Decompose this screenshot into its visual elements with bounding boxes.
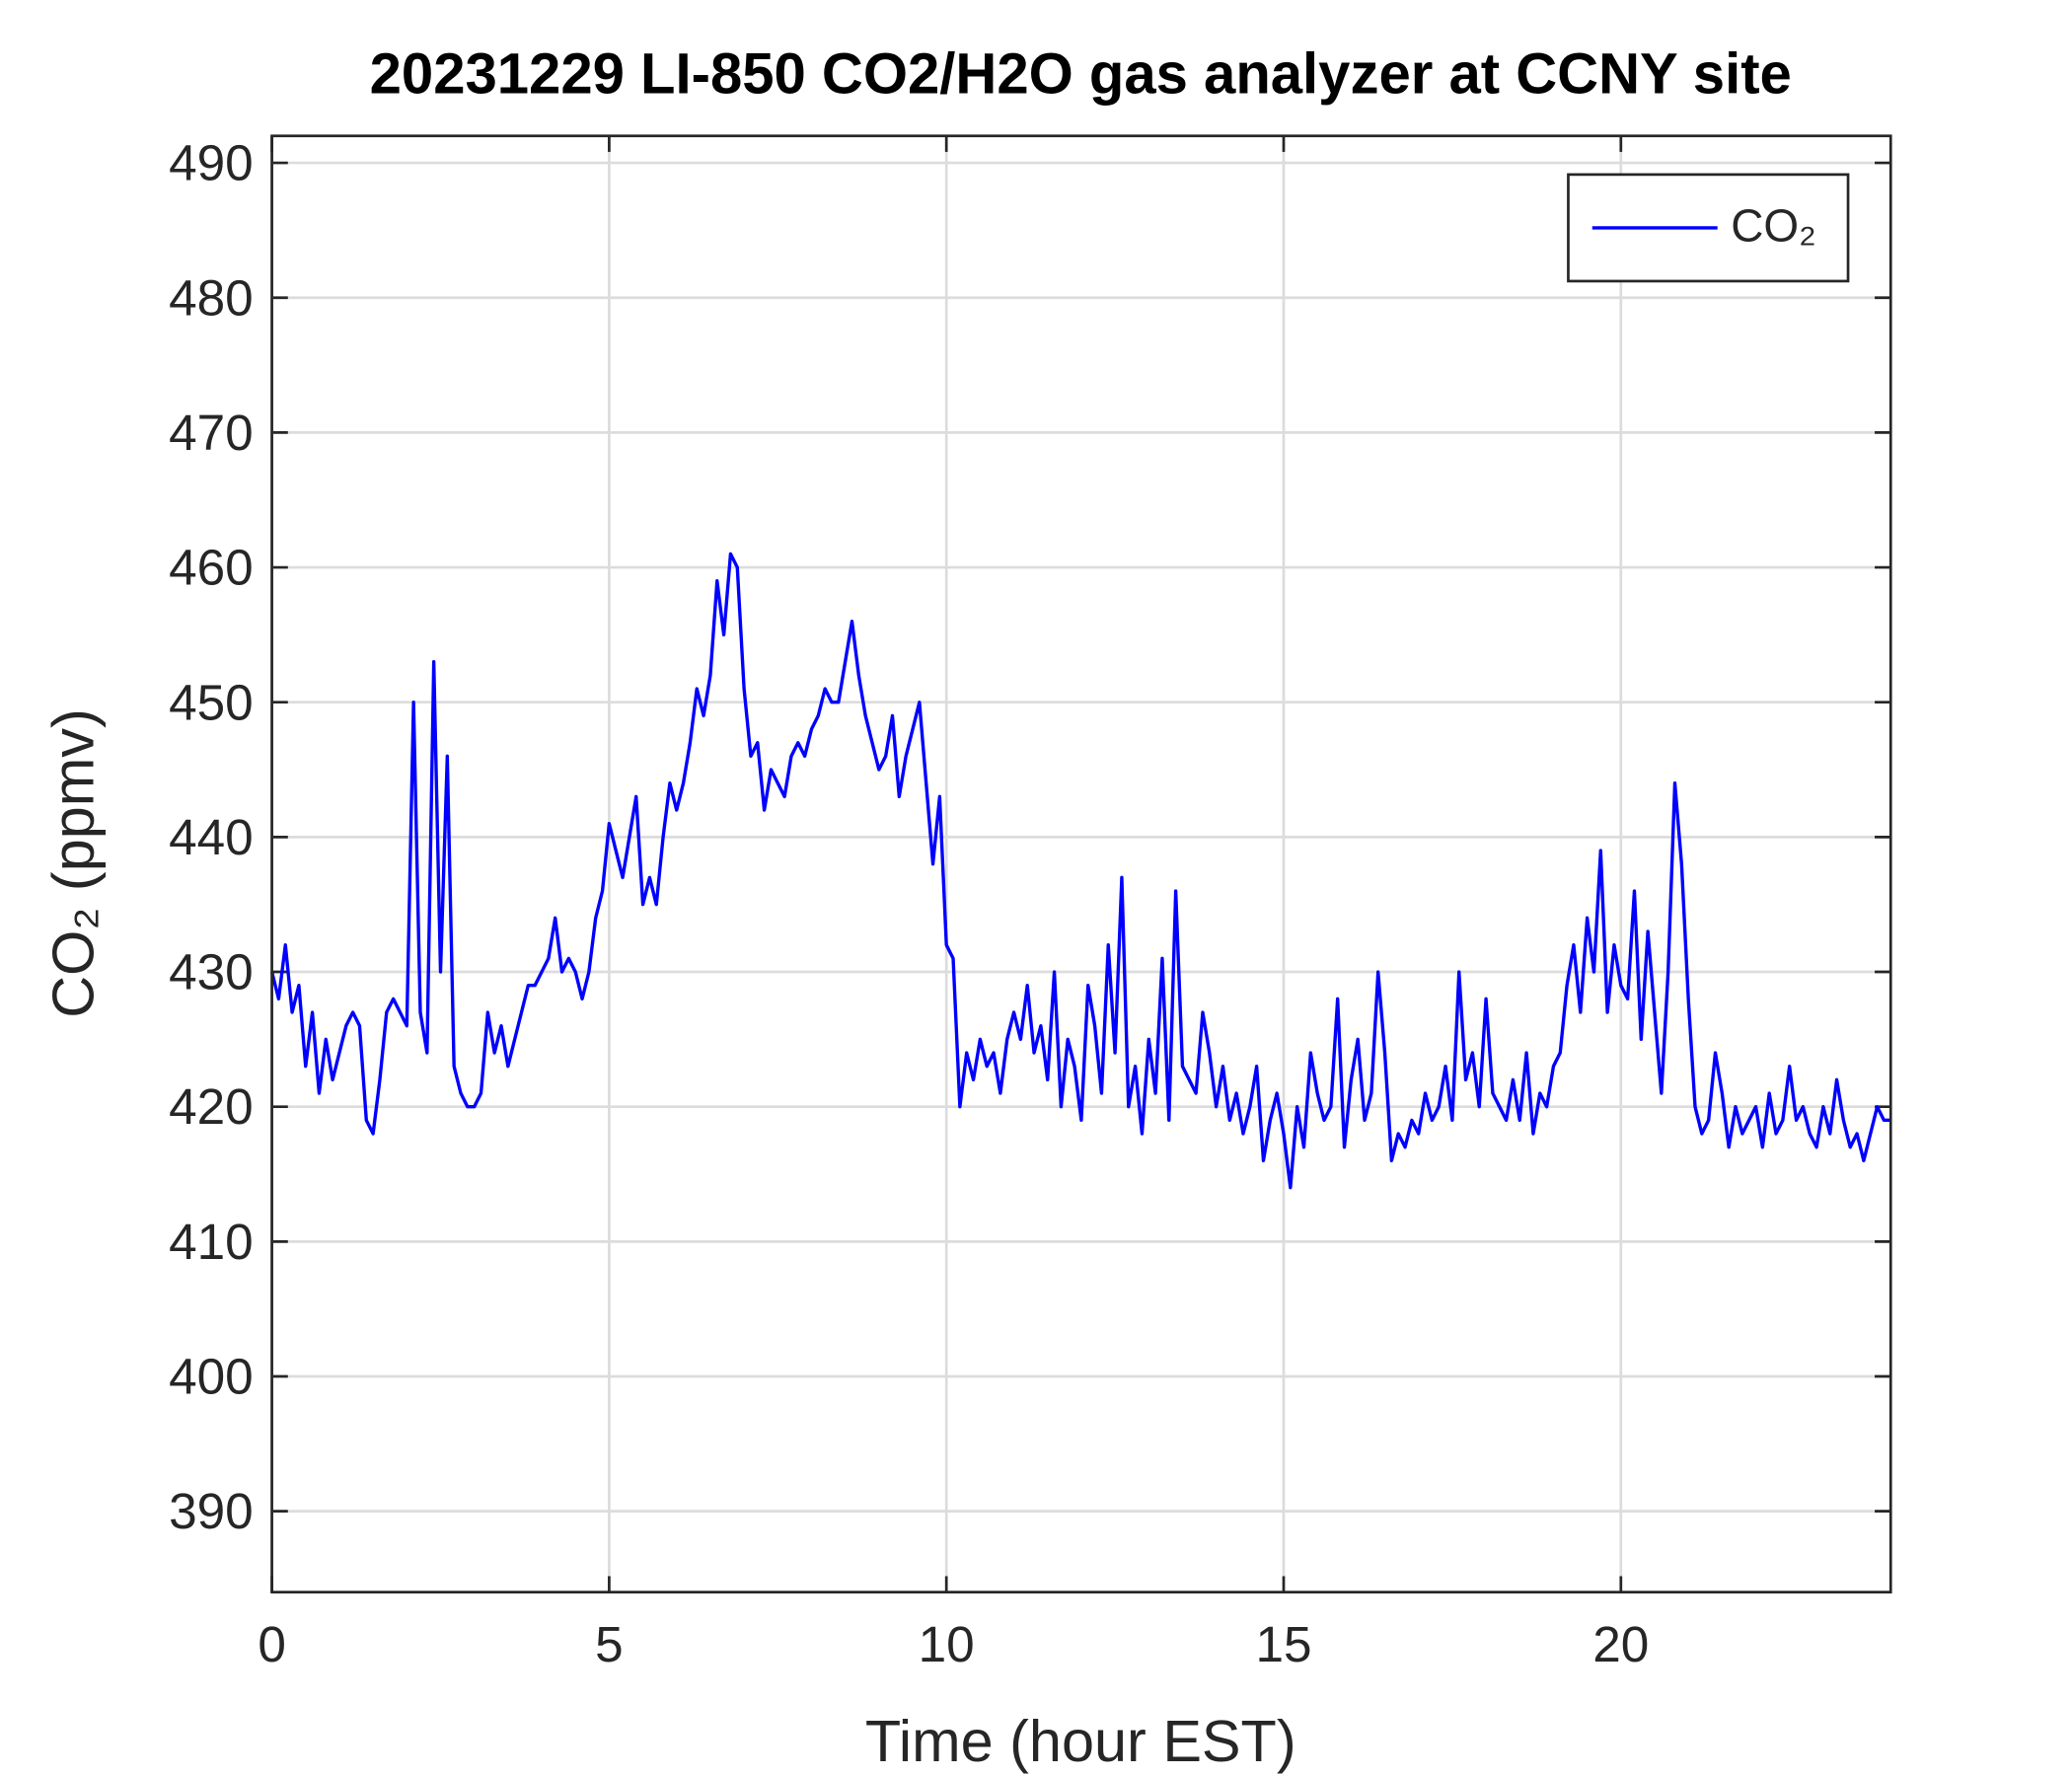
y-tick-label: 430 [169,944,254,1000]
y-axis-label: CO₂ (ppmv) [40,708,107,1018]
y-tick-label: 450 [169,674,254,730]
x-tick-label: 20 [1592,1616,1649,1672]
x-tick-label: 0 [258,1616,286,1672]
y-tick-label: 490 [169,135,254,191]
y-tick-label: 480 [169,269,254,326]
x-tick-label: 5 [595,1616,624,1672]
x-tick-label: 10 [919,1616,975,1672]
x-tick-label: 15 [1255,1616,1311,1672]
y-tick-label: 410 [169,1214,254,1270]
legend-label: CO₂ [1731,199,1816,251]
y-tick-label: 470 [169,405,254,461]
y-tick-label: 460 [169,540,254,596]
axes-box [270,134,1892,1594]
x-axis-label: Time (hour EST) [865,1708,1296,1774]
y-tick-label: 400 [169,1349,254,1405]
y-tick-label: 440 [169,809,254,865]
y-tick-label: 420 [169,1078,254,1135]
data-line [269,552,1891,1190]
y-tick-label: 390 [169,1483,254,1539]
chart-title: 20231229 LI-850 CO2/H2O gas analyzer at … [370,42,1792,107]
